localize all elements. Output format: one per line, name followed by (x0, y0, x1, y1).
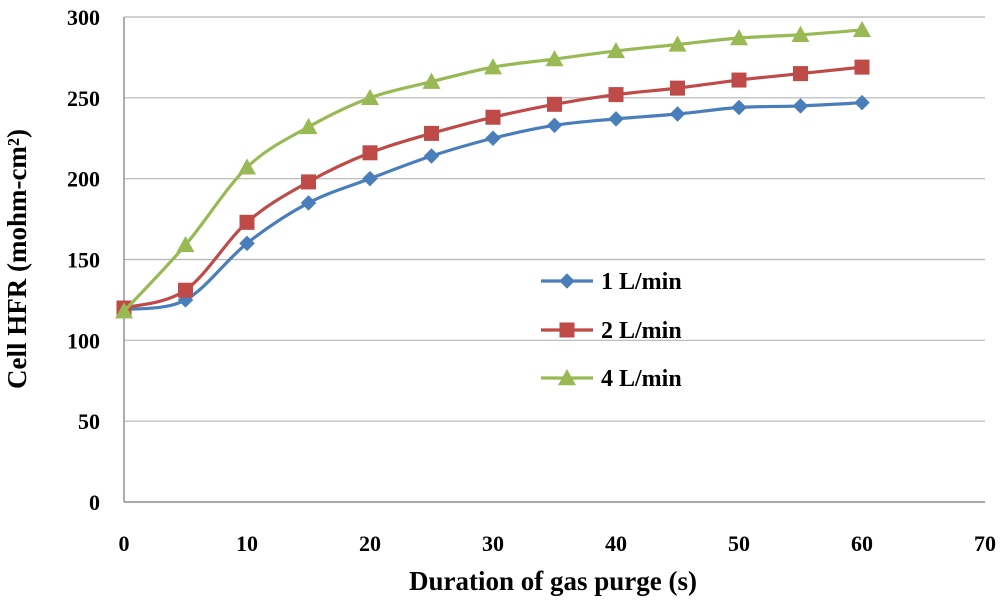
data-point-s2-45 (670, 80, 685, 96)
data-point-s1-10 (239, 235, 255, 252)
data-point-s1-30 (485, 130, 501, 147)
data-point-s1-60 (854, 94, 870, 111)
y-tick-label-50: 50 (78, 409, 100, 434)
data-point-s2-55 (793, 66, 808, 82)
x-tick-label-70: 70 (974, 531, 996, 556)
data-point-s3-30 (484, 58, 502, 75)
data-point-s2-50 (731, 72, 747, 88)
data-point-s1-20 (362, 170, 378, 187)
x-tick-label-10: 10 (236, 531, 258, 556)
x-tick-labels: 0 10 20 30 40 50 60 70 (119, 531, 997, 556)
x-tick-label-20: 20 (359, 531, 381, 556)
x-tick-label-40: 40 (605, 531, 627, 556)
x-tick-label-0: 0 (119, 531, 130, 556)
x-tick-label-50: 50 (728, 531, 750, 556)
series-3 (115, 20, 871, 319)
y-tick-label-100: 100 (67, 328, 100, 353)
data-point-s1-35 (546, 117, 563, 134)
data-point-s2-40 (608, 87, 624, 103)
x-tick-label-60: 60 (851, 531, 873, 556)
legend-marker-2 (559, 322, 575, 338)
series-1 (116, 94, 870, 318)
legend-label-2: 2 L/min (601, 318, 682, 344)
data-point-s3-55 (791, 25, 810, 42)
data-point-s2-25 (424, 125, 439, 141)
legend-marker-3 (558, 369, 576, 386)
data-point-s2-15 (301, 174, 316, 190)
data-point-s2-35 (547, 96, 562, 112)
x-tick-label-30: 30 (482, 531, 504, 556)
data-point-s3-35 (545, 50, 564, 67)
data-point-s1-45 (669, 106, 686, 122)
axes (123, 17, 985, 503)
data-point-s3-10 (238, 158, 256, 175)
data-point-s3-5 (176, 235, 195, 253)
data-point-s2-30 (485, 109, 501, 125)
data-point-s1-50 (731, 99, 747, 116)
data-point-s1-55 (792, 98, 809, 114)
data-point-s3-15 (299, 117, 318, 135)
data-point-s2-20 (362, 145, 378, 161)
x-axis-title: Duration of gas purge (s) (409, 566, 697, 596)
data-point-s3-45 (668, 35, 687, 52)
y-tick-labels: 0 50 100 150 200 250 300 (67, 5, 100, 515)
data-point-s2-60 (854, 59, 870, 75)
data-point-s3-40 (607, 41, 625, 59)
y-tick-label-0: 0 (89, 490, 100, 515)
data-point-s1-15 (300, 195, 317, 211)
y-tick-label-150: 150 (67, 248, 100, 273)
data-point-s3-50 (730, 29, 748, 46)
legend-label-3: 4 L/min (601, 366, 682, 392)
series-line-2 (123, 65, 863, 310)
data-point-s1-25 (423, 148, 440, 164)
data-point-s1-40 (608, 110, 624, 127)
data-point-s3-20 (361, 88, 379, 106)
data-point-s2-5 (178, 282, 193, 298)
data-point-s3-0 (115, 302, 133, 319)
legend-label-1: 1 L/min (601, 269, 682, 295)
data-point-s3-60 (853, 20, 871, 38)
data-point-s3-25 (422, 72, 441, 89)
y-tick-label-200: 200 (67, 167, 100, 192)
data-point-s2-10 (239, 214, 255, 230)
series-2 (116, 59, 870, 316)
legend: 1 L/min 2 L/min 4 L/min (541, 269, 682, 392)
y-axis-title: Cell HFR (mohm-cm²) (2, 129, 32, 389)
y-tick-label-300: 300 (67, 5, 100, 30)
series-layer (115, 20, 871, 319)
legend-marker-1 (559, 273, 575, 289)
y-tick-label-250: 250 (67, 86, 100, 111)
